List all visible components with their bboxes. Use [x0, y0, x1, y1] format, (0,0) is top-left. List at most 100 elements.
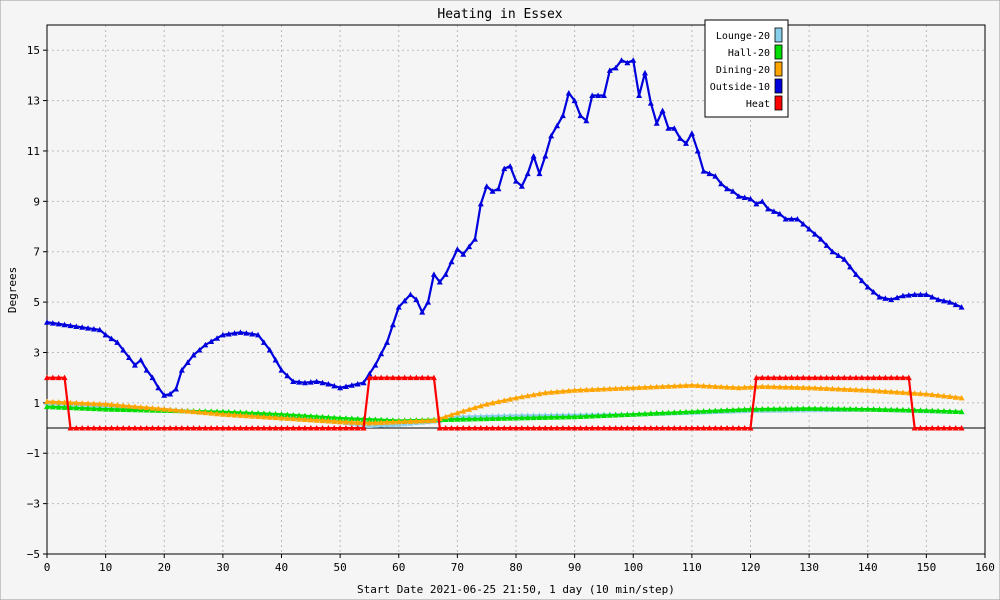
data-point-outside-10 — [413, 296, 420, 303]
data-point-hall-20 — [565, 413, 572, 420]
data-point-hall-20 — [683, 408, 690, 415]
data-point-dining-20 — [225, 411, 232, 418]
data-point-heat — [131, 425, 138, 431]
data-point-dining-20 — [348, 419, 355, 425]
data-point-outside-10 — [524, 170, 531, 177]
data-point-heat — [847, 374, 854, 381]
data-point-outside-10 — [636, 92, 643, 99]
data-point-dining-20 — [184, 408, 191, 414]
data-point-dining-20 — [430, 417, 437, 423]
data-point-outside-10 — [507, 163, 514, 169]
data-point-hall-20 — [724, 407, 731, 413]
data-point-dining-20 — [536, 390, 543, 397]
data-point-heat — [407, 374, 414, 381]
data-point-heat — [958, 425, 965, 431]
data-point-dining-20 — [600, 386, 607, 392]
data-point-heat — [85, 425, 92, 431]
data-point-heat — [225, 425, 232, 431]
data-point-outside-10 — [641, 69, 648, 76]
legend-swatch-outside-10 — [774, 78, 783, 94]
data-point-heat — [178, 425, 185, 431]
y-tick-label: 13 — [27, 95, 40, 108]
data-point-heat — [49, 374, 56, 381]
data-point-dining-20 — [61, 399, 68, 405]
data-point-dining-20 — [366, 420, 373, 426]
data-point-outside-10 — [817, 236, 824, 242]
data-point-dining-20 — [284, 415, 291, 421]
data-point-heat — [108, 425, 115, 431]
data-point-dining-20 — [96, 400, 103, 407]
legend-label-heat: Heat — [746, 99, 770, 110]
data-point-outside-10 — [384, 339, 391, 345]
data-point-heat — [272, 425, 279, 431]
data-point-heat — [79, 425, 86, 431]
data-point-dining-20 — [735, 384, 742, 391]
data-point-hall-20 — [718, 407, 725, 413]
data-point-outside-10 — [952, 301, 959, 308]
data-point-outside-10 — [61, 321, 68, 328]
data-point-dining-20 — [208, 410, 215, 416]
data-point-heat — [237, 425, 244, 431]
data-point-dining-20 — [624, 384, 631, 391]
data-point-heat — [219, 425, 226, 431]
data-point-outside-10 — [348, 382, 355, 388]
data-point-hall-20 — [853, 406, 860, 412]
data-point-outside-10 — [612, 64, 619, 71]
data-point-outside-10 — [935, 296, 942, 303]
y-tick-label: −1 — [27, 447, 40, 460]
data-point-hall-20 — [618, 411, 625, 418]
data-point-outside-10 — [448, 258, 455, 265]
data-point-dining-20 — [44, 398, 50, 405]
data-point-heat — [671, 425, 678, 431]
data-point-heat — [888, 374, 895, 381]
data-point-hall-20 — [665, 409, 672, 416]
data-point-dining-20 — [501, 397, 508, 403]
legend-label-lounge-20: Lounge-20 — [716, 31, 770, 42]
data-point-outside-10 — [853, 271, 860, 277]
data-point-hall-20 — [958, 408, 965, 415]
data-point-dining-20 — [372, 419, 379, 426]
data-point-dining-20 — [923, 391, 930, 397]
data-point-heat — [806, 374, 813, 381]
data-point-hall-20 — [296, 412, 303, 418]
data-point-heat — [307, 425, 314, 431]
data-point-heat — [870, 374, 877, 381]
data-point-dining-20 — [700, 382, 707, 389]
data-point-outside-10 — [770, 208, 777, 214]
data-point-dining-20 — [419, 417, 426, 424]
data-point-heat — [507, 425, 514, 431]
data-point-outside-10 — [114, 339, 121, 345]
data-point-dining-20 — [167, 406, 174, 413]
data-point-outside-10 — [724, 185, 731, 192]
data-point-dining-20 — [325, 417, 332, 424]
data-point-heat — [172, 425, 179, 431]
data-point-dining-20 — [114, 402, 121, 408]
data-point-heat — [659, 425, 666, 431]
data-point-hall-20 — [899, 406, 906, 413]
data-point-hall-20 — [583, 413, 590, 419]
data-point-hall-20 — [477, 415, 484, 422]
data-point-hall-20 — [243, 409, 250, 416]
data-point-outside-10 — [782, 215, 789, 222]
data-point-dining-20 — [665, 383, 672, 389]
data-point-outside-10 — [940, 297, 947, 304]
series-hall-20 — [44, 403, 965, 423]
data-point-heat — [331, 425, 338, 431]
legend-swatch-heat — [774, 95, 783, 111]
data-point-outside-10 — [794, 215, 801, 222]
data-point-heat — [800, 374, 807, 381]
data-point-hall-20 — [870, 406, 877, 412]
data-point-outside-10 — [79, 324, 86, 330]
data-point-outside-10 — [858, 277, 865, 284]
data-point-outside-10 — [85, 325, 92, 331]
data-point-heat — [782, 374, 789, 381]
data-point-hall-20 — [847, 405, 854, 412]
data-point-hall-20 — [73, 404, 80, 411]
data-point-dining-20 — [307, 416, 314, 423]
data-point-hall-20 — [126, 406, 133, 413]
data-point-outside-10 — [167, 391, 174, 397]
data-point-heat — [513, 425, 519, 431]
axis-ticks: 0 10 20 30 40 50 60 70 80 90 100 110 120 130 140 150 160… — [27, 44, 995, 574]
legend: Lounge-20 Hall-20 Dining-20 Outside-10 Heat — [704, 19, 789, 118]
